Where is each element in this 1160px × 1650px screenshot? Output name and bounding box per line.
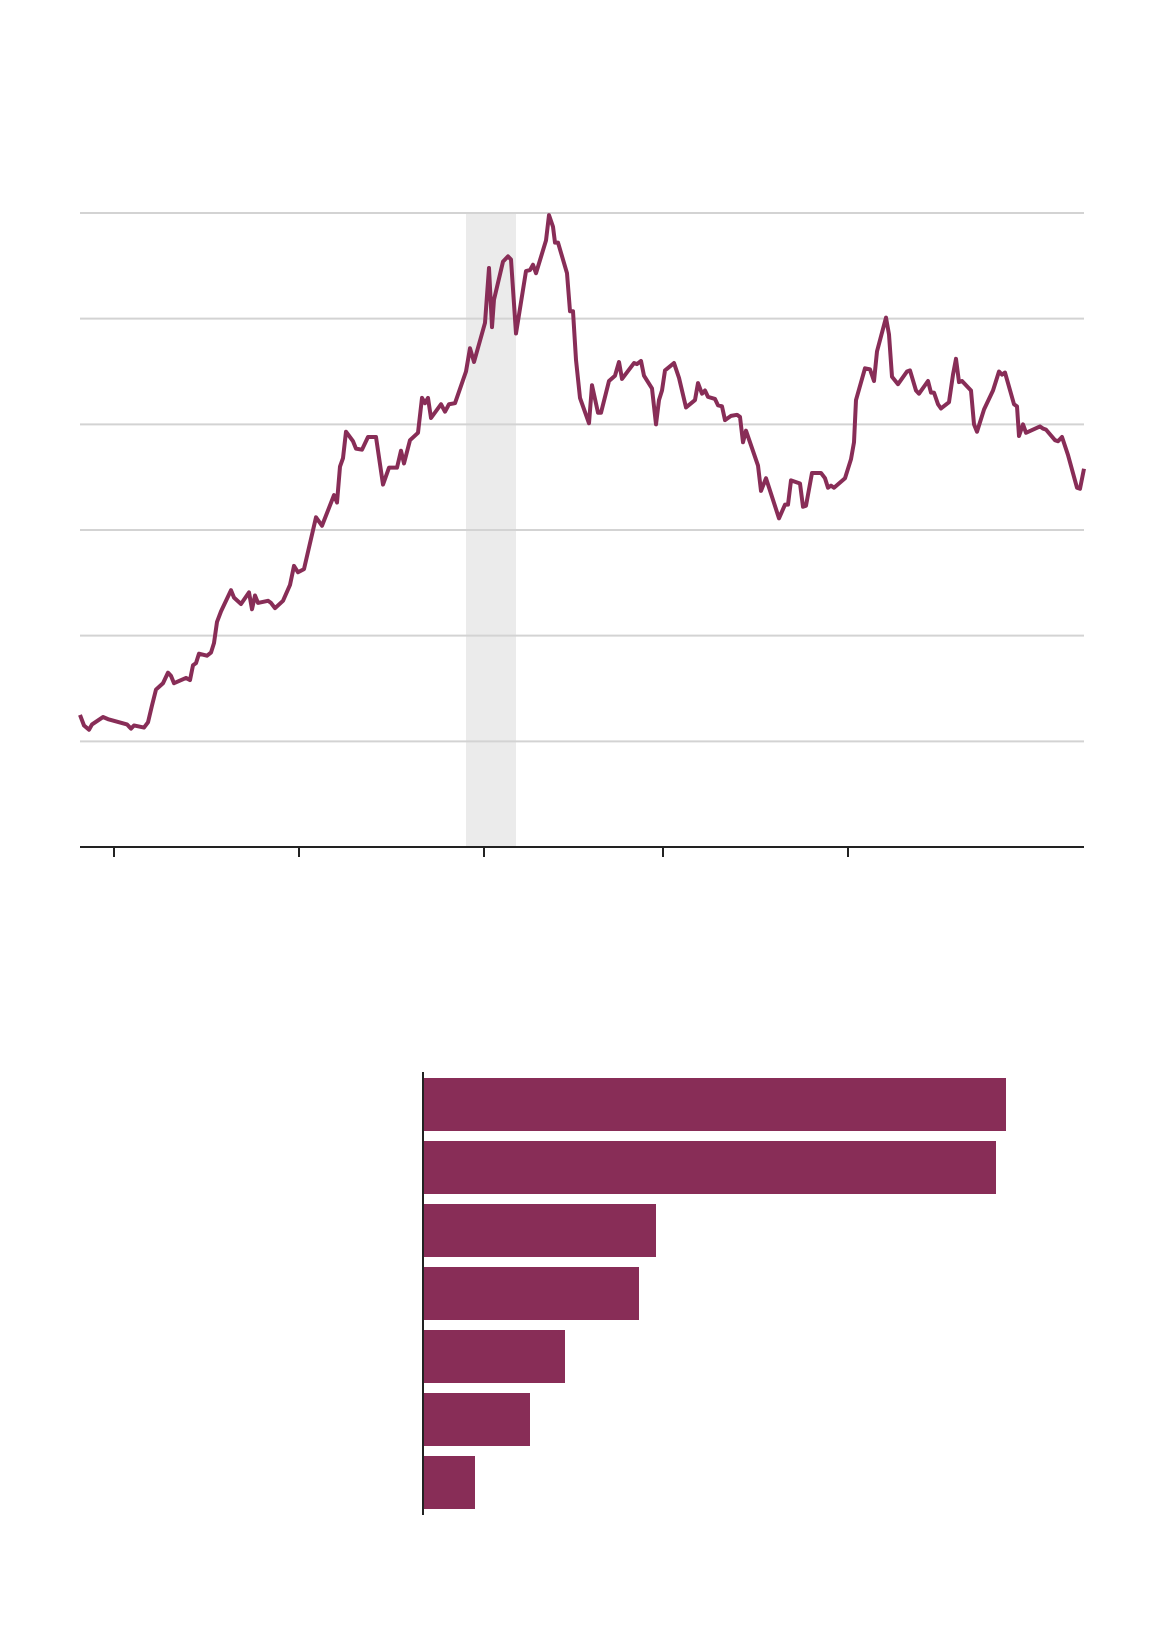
bar [423, 1141, 996, 1194]
bar [423, 1267, 639, 1320]
bar [423, 1330, 565, 1383]
bar [423, 1204, 656, 1257]
line-series [78, 213, 1086, 732]
bar [423, 1393, 530, 1446]
bar [423, 1456, 475, 1509]
bar [423, 1078, 1006, 1131]
